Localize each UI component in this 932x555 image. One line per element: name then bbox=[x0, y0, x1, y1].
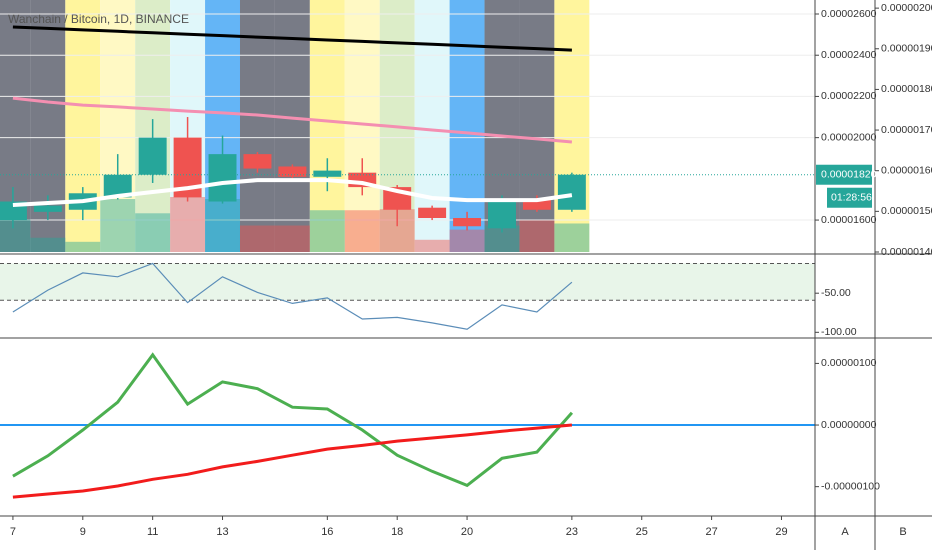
volume-bar bbox=[205, 199, 240, 252]
last-price-label: 0.00001820 bbox=[821, 169, 877, 181]
session-band bbox=[309, 0, 345, 252]
y-tick-label: 0.00001600 bbox=[821, 214, 877, 226]
x-tick-label: 16 bbox=[321, 526, 333, 538]
scale-button[interactable]: B bbox=[899, 526, 906, 538]
y-tick-label: 0.00000190 bbox=[881, 43, 932, 55]
y-tick-label: 0.00002600 bbox=[821, 8, 877, 20]
x-tick-label: 27 bbox=[705, 526, 717, 538]
oscillator-line bbox=[12, 262, 573, 330]
y-tick-label: 0.00000180 bbox=[881, 83, 932, 95]
y-tick-label: 0.00002200 bbox=[821, 90, 877, 102]
session-band bbox=[449, 0, 485, 252]
session-band bbox=[554, 0, 590, 252]
y-tick-label: -0.00000100 bbox=[821, 480, 880, 492]
countdown-label: 01:28:56 bbox=[831, 192, 872, 204]
y-tick-label: 0.00000100 bbox=[821, 357, 877, 369]
session-band bbox=[239, 0, 275, 252]
candle-body bbox=[103, 174, 132, 198]
volume-bar bbox=[170, 197, 206, 252]
x-tick-label: 11 bbox=[147, 526, 158, 538]
y-tick-label: 0.00000150 bbox=[881, 205, 932, 217]
volume-bar bbox=[0, 219, 31, 252]
candle-body bbox=[418, 207, 447, 219]
y-tick-label: 0.00000160 bbox=[881, 164, 932, 176]
candle-body bbox=[33, 205, 62, 212]
volume-bar bbox=[30, 237, 66, 252]
macd-line bbox=[12, 423, 573, 499]
session-band bbox=[100, 0, 136, 252]
volume-bar bbox=[100, 199, 136, 252]
x-tick-label: 23 bbox=[566, 526, 578, 538]
candle-body bbox=[557, 174, 586, 210]
x-tick-label: 9 bbox=[80, 526, 86, 538]
y-tick-label: 0.00002000 bbox=[821, 131, 877, 143]
volume-bar bbox=[344, 210, 380, 252]
volume-bar bbox=[554, 223, 590, 252]
volume-bar bbox=[239, 225, 275, 252]
session-band bbox=[519, 0, 555, 252]
chart-title: Wanchain / Bitcoin, 1D, BINANCE bbox=[8, 12, 189, 26]
volume-bar bbox=[274, 225, 310, 252]
last-price-badge bbox=[816, 164, 872, 185]
y-tick-label: 0.00000170 bbox=[881, 124, 932, 136]
y-tick-label: 0.00000200 bbox=[881, 2, 932, 14]
candle-body bbox=[453, 218, 482, 227]
volume-bar bbox=[309, 210, 345, 252]
x-tick-label: 13 bbox=[216, 526, 228, 538]
volume-bar bbox=[414, 239, 450, 252]
candle-body bbox=[522, 199, 551, 210]
volume-bar bbox=[519, 220, 555, 252]
volume-bar bbox=[65, 241, 101, 252]
x-tick-label: 29 bbox=[775, 526, 787, 538]
candle-body bbox=[243, 154, 272, 169]
countdown-badge bbox=[827, 187, 872, 208]
moving-average bbox=[12, 178, 573, 207]
moving-average bbox=[12, 96, 573, 144]
candle-body bbox=[313, 170, 342, 177]
y-tick-label: -100.00 bbox=[821, 326, 857, 338]
candle-body bbox=[488, 199, 516, 229]
moving-average bbox=[12, 25, 572, 52]
candle-body bbox=[208, 154, 237, 202]
session-band bbox=[274, 0, 310, 252]
y-tick-label: 0.00000000 bbox=[821, 419, 877, 431]
y-tick-label: 0.00002400 bbox=[821, 49, 877, 61]
macd-line bbox=[12, 352, 574, 488]
x-tick-label: 25 bbox=[636, 526, 648, 538]
y-tick-label: 0.00000140 bbox=[881, 246, 932, 258]
x-tick-label: 18 bbox=[391, 526, 403, 538]
volume-bar bbox=[449, 229, 485, 252]
x-tick-label: 20 bbox=[461, 526, 473, 538]
volume-bar bbox=[135, 213, 171, 252]
x-tick-label: 7 bbox=[10, 526, 16, 538]
session-band bbox=[205, 0, 240, 252]
candle-body bbox=[138, 137, 167, 175]
scale-button[interactable]: A bbox=[841, 526, 849, 538]
candle-body bbox=[278, 166, 307, 177]
y-tick-label: -50.00 bbox=[821, 287, 851, 299]
level-band bbox=[0, 263, 815, 301]
